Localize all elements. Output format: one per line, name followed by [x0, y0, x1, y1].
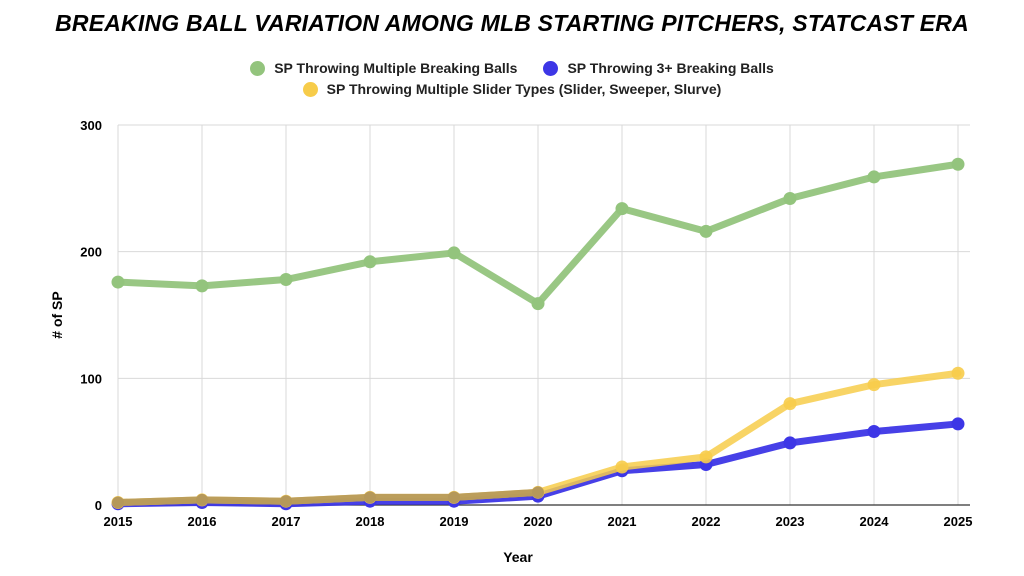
- x-tick-label: 2020: [524, 514, 553, 529]
- legend: SP Throwing Multiple Breaking Balls SP T…: [0, 60, 1024, 76]
- overlap-point-2018: [364, 491, 376, 504]
- data-point-s1-2023: [783, 436, 797, 450]
- x-tick-label: 2018: [356, 514, 385, 529]
- data-point-s2-2023: [783, 397, 797, 411]
- series-overlap-line: [114, 488, 542, 506]
- data-point-s0-2019: [447, 246, 461, 260]
- y-tick-label: 200: [80, 245, 102, 260]
- legend-label: SP Throwing 3+ Breaking Balls: [567, 60, 774, 76]
- overlap-point-2016: [196, 493, 208, 506]
- data-point-s0-2015: [111, 275, 125, 289]
- x-tick-label: 2019: [440, 514, 469, 529]
- data-point-s0-2018: [363, 255, 377, 269]
- data-point-s2-2024: [867, 378, 881, 392]
- data-point-s0-2023: [783, 191, 797, 205]
- data-point-s0-2017: [279, 273, 293, 287]
- data-point-s2-2025: [951, 366, 965, 380]
- legend-label: SP Throwing Multiple Slider Types (Slide…: [326, 81, 722, 97]
- x-tick-label: 2023: [776, 514, 805, 529]
- data-point-s0-2025: [951, 157, 965, 171]
- overlap-point-2017: [280, 495, 292, 508]
- y-tick-label: 300: [80, 118, 102, 133]
- data-point-s1-2024: [867, 425, 881, 439]
- x-tick-label: 2024: [860, 514, 890, 529]
- y-tick-label: 100: [80, 371, 102, 386]
- x-axis-title: Year: [503, 549, 533, 565]
- data-point-s2-2021: [615, 460, 629, 474]
- chart-title: BREAKING BALL VARIATION AMONG MLB STARTI…: [55, 10, 969, 36]
- data-point-s0-2020: [531, 297, 545, 311]
- legend-item-multiple-breaking-balls[interactable]: SP Throwing Multiple Breaking Balls: [250, 60, 517, 76]
- data-point-s0-2016: [195, 279, 209, 293]
- overlap-point-2019: [448, 491, 460, 504]
- overlap-point-2020: [532, 486, 544, 499]
- legend-item-three-plus-breaking-balls[interactable]: SP Throwing 3+ Breaking Balls: [543, 60, 774, 76]
- x-tick-label: 2016: [188, 514, 217, 529]
- x-tick-label: 2025: [944, 514, 973, 529]
- data-point-s0-2022: [699, 224, 713, 238]
- overlap-point-2015: [112, 496, 124, 509]
- x-tick-label: 2017: [272, 514, 301, 529]
- data-point-s0-2024: [867, 170, 881, 184]
- legend-item-multiple-slider-types[interactable]: SP Throwing Multiple Slider Types (Slide…: [302, 81, 722, 97]
- data-point-s0-2021: [615, 202, 629, 216]
- x-tick-label: 2022: [692, 514, 721, 529]
- legend-label: SP Throwing Multiple Breaking Balls: [274, 60, 518, 76]
- legend-marker-blue: [543, 60, 559, 76]
- legend-marker-green: [250, 60, 266, 76]
- y-axis-title: # of SP: [49, 291, 65, 338]
- data-point-s1-2025: [951, 417, 965, 431]
- legend-marker-yellow: [302, 81, 318, 97]
- data-point-s2-2022: [699, 450, 713, 464]
- y-tick-label: 0: [95, 498, 102, 513]
- x-tick-label: 2021: [608, 514, 637, 529]
- x-tick-label: 2015: [104, 514, 133, 529]
- legend-row-2: SP Throwing Multiple Slider Types (Slide…: [0, 81, 1024, 97]
